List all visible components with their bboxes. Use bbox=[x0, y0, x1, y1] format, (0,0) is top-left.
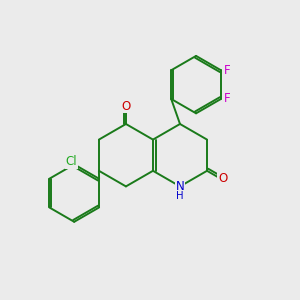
Text: F: F bbox=[224, 64, 230, 77]
Text: F: F bbox=[224, 92, 230, 106]
Text: O: O bbox=[218, 172, 227, 185]
Text: O: O bbox=[121, 100, 130, 113]
Text: N: N bbox=[176, 180, 184, 193]
Text: Cl: Cl bbox=[65, 155, 77, 168]
Text: H: H bbox=[176, 191, 184, 201]
